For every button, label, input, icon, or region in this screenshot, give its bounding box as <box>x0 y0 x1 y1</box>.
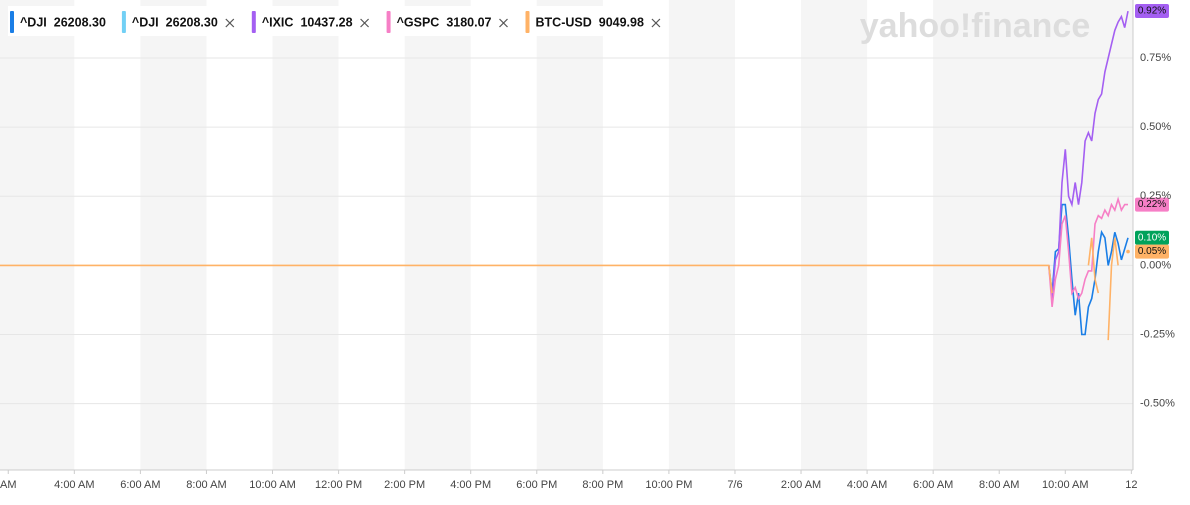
series-line <box>1048 196 1128 307</box>
y-tick-label: 0.75% <box>1140 52 1171 64</box>
legend-item[interactable]: ^DJI 26208.30 <box>119 6 242 36</box>
legend-remove-button[interactable] <box>225 18 235 28</box>
x-tick-label: 2:00 AM <box>781 479 821 491</box>
legend-name: ^GSPC <box>397 15 440 29</box>
session-stripe <box>338 0 405 470</box>
watermark: yahoo!finance <box>860 7 1090 45</box>
x-tick-label: 12 <box>1125 479 1137 491</box>
legend-swatch <box>386 11 391 33</box>
x-tick-label: 10:00 AM <box>1042 479 1088 491</box>
series-line <box>0 264 1053 294</box>
legend-swatch <box>251 11 256 33</box>
x-tick-label: 8:00 AM <box>979 479 1019 491</box>
x-tick-label: 4:00 PM <box>450 479 491 491</box>
legend-item[interactable]: ^IXIC 10437.28 <box>249 6 377 36</box>
line-point <box>1126 249 1130 254</box>
last-value-label: 0.92% <box>1138 6 1166 17</box>
session-stripe <box>206 0 273 470</box>
series-line <box>1048 10 1129 299</box>
legend-remove-button[interactable] <box>499 18 508 28</box>
last-value-badge <box>1135 4 1169 19</box>
legend-price: 26208.30 <box>166 15 218 29</box>
legend-swatch <box>121 11 126 33</box>
x-tick-label: 7/6 <box>727 479 742 491</box>
session-stripe <box>74 0 141 470</box>
close-icon <box>360 18 370 28</box>
last-value-label: 0.10% <box>1138 232 1166 243</box>
close-icon <box>499 18 508 28</box>
session-stripe <box>734 0 802 470</box>
legend-swatch <box>10 11 14 33</box>
last-value-badge <box>1135 197 1169 212</box>
x-tick-label: 10:00 PM <box>645 479 692 491</box>
y-tick-label: 0.25% <box>1140 190 1171 202</box>
y-tick-label: -0.25% <box>1140 328 1175 340</box>
y-tick-label: 0.00% <box>1140 259 1171 271</box>
legend-name: BTC-USD <box>536 15 592 29</box>
x-tick-label: AM <box>0 479 17 491</box>
legend-name: ^DJI <box>20 15 47 29</box>
legend-swatch <box>525 11 530 33</box>
x-tick-label: 2:00 PM <box>384 479 425 491</box>
last-value-badge <box>1135 244 1169 259</box>
legend-price: 3180.07 <box>446 15 491 29</box>
legend-background <box>523 6 668 36</box>
last-value-label: 0.22% <box>1138 199 1166 210</box>
legend-background <box>8 6 112 36</box>
legend-background <box>249 6 377 36</box>
x-tick-label: 4:00 AM <box>847 479 887 491</box>
legend-price: 10437.28 <box>300 15 352 29</box>
close-icon <box>225 18 235 28</box>
series-line <box>1087 237 1100 294</box>
y-tick-label: -0.50% <box>1140 398 1175 410</box>
legend-background <box>119 6 242 36</box>
x-tick-label: 12:00 PM <box>315 479 362 491</box>
last-value-label: 0.05% <box>1138 246 1166 257</box>
y-tick-label: 0.50% <box>1140 121 1171 133</box>
legend-item[interactable]: ^DJI 26208.30 <box>8 6 112 36</box>
legend-item[interactable]: BTC-USD 9049.98 <box>523 6 668 36</box>
session-stripe <box>602 0 669 470</box>
x-tick-label: 6:00 AM <box>120 479 160 491</box>
series-line <box>1107 237 1119 341</box>
legend-price: 9049.98 <box>599 15 644 29</box>
close-icon <box>651 18 661 28</box>
legend-price: 26208.30 <box>54 15 106 29</box>
legend-remove-button[interactable] <box>651 18 661 28</box>
x-tick-label: 10:00 AM <box>249 479 295 491</box>
session-stripe <box>470 0 537 470</box>
last-value-badge <box>1135 230 1169 245</box>
plot-background <box>0 0 1133 470</box>
legend-background <box>384 6 516 36</box>
x-tick-label: 4:00 AM <box>54 479 94 491</box>
legend-name: ^DJI <box>132 15 159 29</box>
legend-name: ^IXIC <box>262 15 294 29</box>
x-tick-label: 6:00 AM <box>913 479 953 491</box>
legend-remove-button[interactable] <box>360 18 370 28</box>
legend-item[interactable]: ^GSPC 3180.07 <box>384 6 516 36</box>
x-tick-label: 8:00 PM <box>582 479 623 491</box>
series-line <box>1048 203 1129 336</box>
x-tick-label: 6:00 PM <box>516 479 557 491</box>
x-tick-label: 8:00 AM <box>186 479 226 491</box>
session-stripe <box>867 0 934 470</box>
